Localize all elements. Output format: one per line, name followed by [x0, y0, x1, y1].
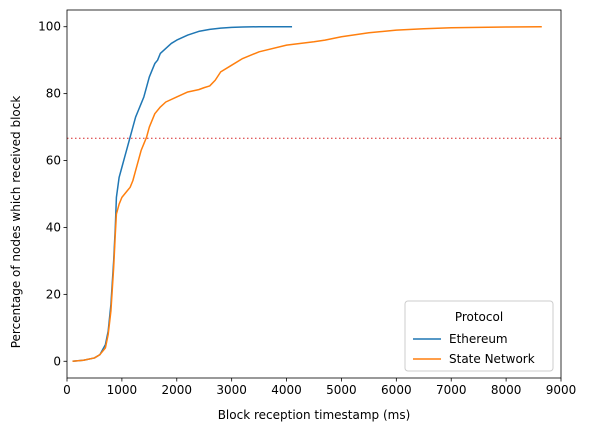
x-tick-label: 0	[63, 383, 71, 397]
legend: Protocol Ethereum State Network	[404, 300, 554, 372]
y-tick-label: 20	[46, 287, 61, 301]
x-tick-label: 8000	[491, 383, 522, 397]
x-tick-label: 1000	[107, 383, 138, 397]
legend-label-ethereum: Ethereum	[449, 332, 508, 346]
y-tick-label: 80	[46, 87, 61, 101]
y-tick-label: 40	[46, 220, 61, 234]
ticks: 0 1000 2000 3000 4000 5000 6000 7000 8000 9000 0 20…	[38, 20, 576, 397]
legend-title: Protocol	[455, 310, 503, 324]
x-tick-label: 5000	[326, 383, 357, 397]
y-tick-label: 0	[53, 354, 61, 368]
series-layer	[72, 25, 542, 363]
x-tick-label: 6000	[381, 383, 412, 397]
x-tick-label: 7000	[436, 383, 467, 397]
x-tick-label: 4000	[271, 383, 302, 397]
legend-box	[404, 300, 554, 372]
x-tick-label: 2000	[162, 383, 193, 397]
series-line-state-network	[72, 25, 542, 363]
y-tick-label: 100	[38, 20, 61, 34]
y-axis-label: Percentage of nodes which received block	[9, 96, 23, 349]
x-tick-label: 3000	[216, 383, 247, 397]
legend-label-state-network: State Network	[449, 352, 535, 366]
y-tick-label: 60	[46, 154, 61, 168]
plot-frame	[66, 9, 562, 379]
axes	[66, 9, 562, 379]
x-tick-label: 9000	[546, 383, 577, 397]
x-axis-label: Block reception timestamp (ms)	[218, 408, 411, 422]
series-line-ethereum	[72, 25, 293, 363]
